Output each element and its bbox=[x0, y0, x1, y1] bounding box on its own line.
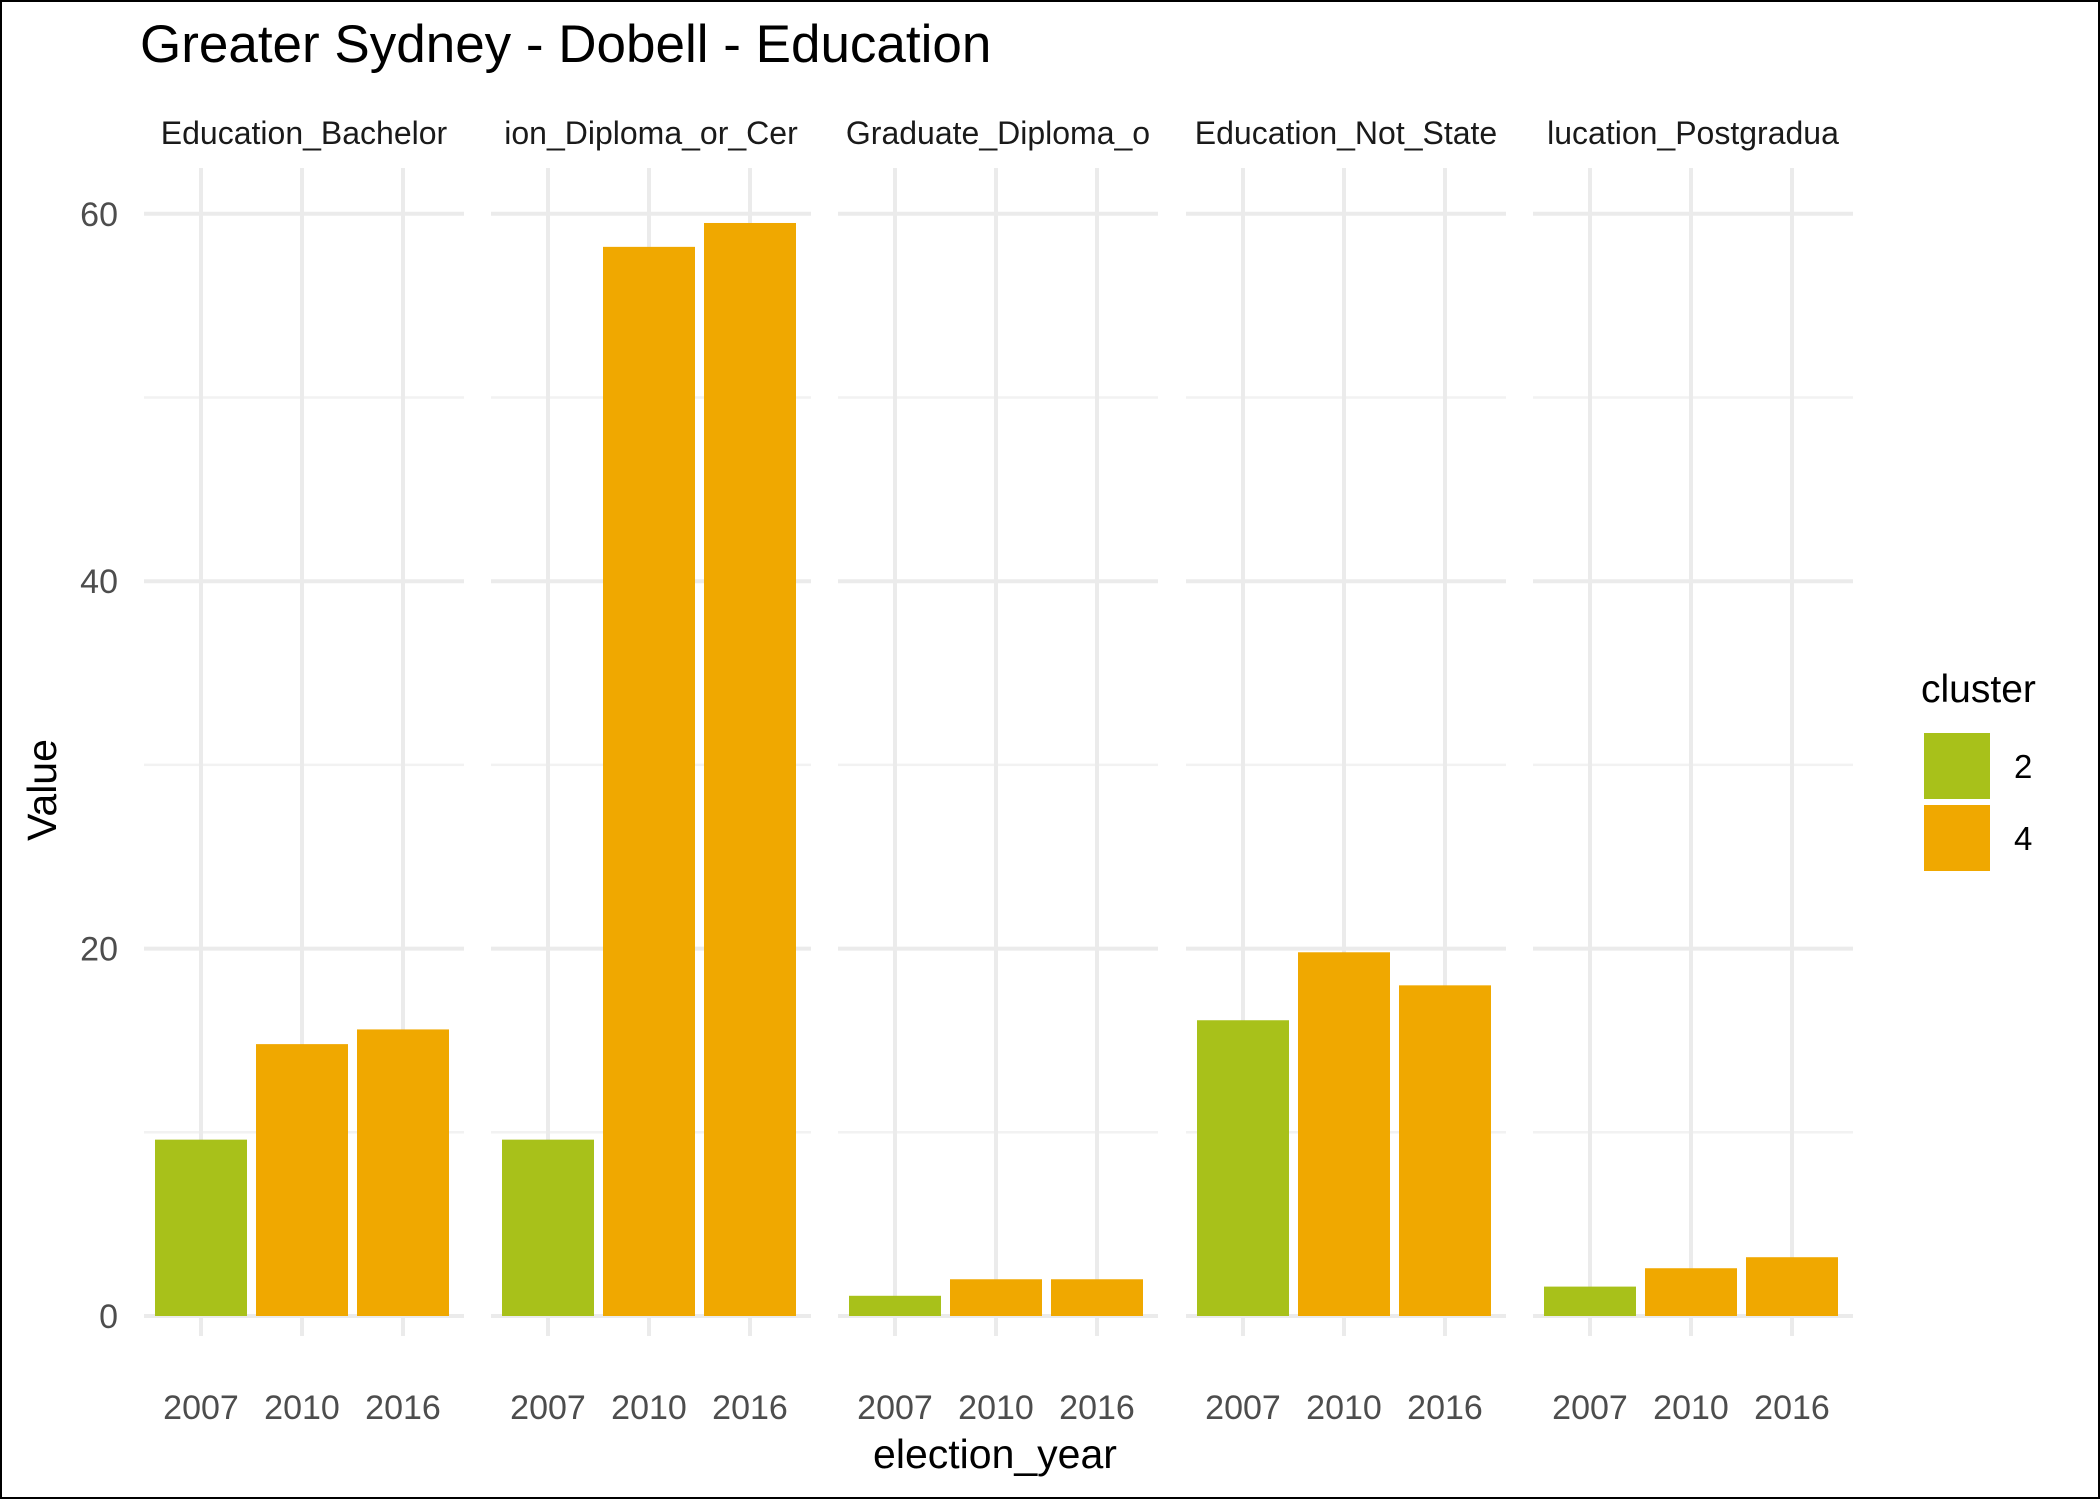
legend-key bbox=[1924, 733, 1990, 799]
bar bbox=[357, 1029, 449, 1316]
facet-panel: 2007 2010 2016 ion_Diploma_or_Cer bbox=[491, 115, 811, 1427]
facet-strip-label: Education_Bachelor bbox=[161, 115, 448, 151]
x-tick-label: 2016 bbox=[712, 1389, 788, 1427]
chart-title: Greater Sydney - Dobell - Education bbox=[140, 15, 991, 74]
facet-strip-label: ion_Diploma_or_Cer bbox=[504, 115, 798, 151]
facet-strip-label: Education_Not_State bbox=[1195, 115, 1497, 151]
x-tick-label: 2007 bbox=[857, 1389, 933, 1427]
x-tick-label: 2016 bbox=[365, 1389, 441, 1427]
bar bbox=[1399, 985, 1491, 1316]
y-tick-label: 60 bbox=[80, 196, 118, 234]
facet-panel: 2007 2010 2016 Education_Not_State bbox=[1186, 115, 1506, 1427]
legend-label: 2 bbox=[2014, 748, 2032, 785]
y-axis-title: Value bbox=[19, 739, 65, 841]
bar bbox=[155, 1139, 247, 1316]
bar bbox=[704, 222, 796, 1317]
facet-panel: 2007 2010 2016 Education_Bachelor bbox=[144, 115, 464, 1427]
x-tick-label: 2010 bbox=[1306, 1389, 1382, 1427]
bar bbox=[1197, 1020, 1289, 1316]
y-axis-ticks: 0 20 40 60 bbox=[80, 196, 118, 1336]
x-tick-label: 2010 bbox=[1653, 1389, 1729, 1427]
x-tick-label: 2016 bbox=[1407, 1389, 1483, 1427]
bar bbox=[950, 1279, 1042, 1316]
bar bbox=[256, 1044, 348, 1316]
y-tick-label: 20 bbox=[80, 931, 118, 969]
x-tick-label: 2016 bbox=[1754, 1389, 1830, 1427]
facet-strip-label: Graduate_Diploma_o bbox=[846, 115, 1150, 151]
facet-strip-label: lucation_Postgradua bbox=[1547, 115, 1839, 151]
bar bbox=[603, 246, 695, 1317]
bar bbox=[1544, 1286, 1636, 1316]
y-tick-label: 40 bbox=[80, 563, 118, 601]
bar bbox=[502, 1139, 594, 1316]
bar bbox=[1298, 952, 1390, 1316]
y-tick-label: 0 bbox=[99, 1298, 118, 1336]
bar bbox=[1746, 1257, 1838, 1316]
facet-panel: 2007 2010 2016 Graduate_Diploma_o bbox=[838, 115, 1158, 1427]
x-tick-label: 2016 bbox=[1059, 1389, 1135, 1427]
legend-label: 4 bbox=[2014, 820, 2032, 857]
x-tick-label: 2010 bbox=[611, 1389, 687, 1427]
bar bbox=[849, 1295, 941, 1316]
legend: cluster 2 4 bbox=[1921, 668, 2036, 871]
x-axis-title: election_year bbox=[873, 1431, 1117, 1477]
bar bbox=[1645, 1268, 1737, 1316]
legend-title: cluster bbox=[1921, 668, 2036, 711]
x-tick-label: 2007 bbox=[1205, 1389, 1281, 1427]
legend-key bbox=[1924, 805, 1990, 871]
facet-panel: 2007 2010 2016 lucation_Postgradua bbox=[1533, 115, 1853, 1427]
bar bbox=[1051, 1279, 1143, 1316]
x-tick-label: 2010 bbox=[264, 1389, 340, 1427]
x-tick-label: 2007 bbox=[163, 1389, 239, 1427]
x-tick-label: 2007 bbox=[510, 1389, 586, 1427]
x-tick-label: 2010 bbox=[958, 1389, 1034, 1427]
x-tick-label: 2007 bbox=[1552, 1389, 1628, 1427]
